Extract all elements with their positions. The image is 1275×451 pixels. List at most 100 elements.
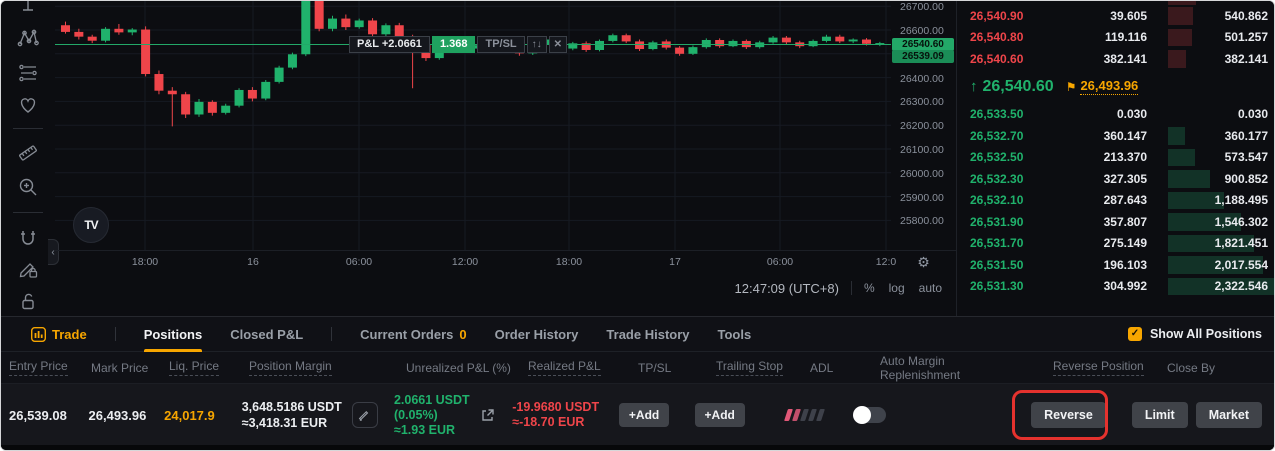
- column-header-entry-price[interactable]: Entry Price: [9, 359, 91, 376]
- candlestick-chart[interactable]: [55, 1, 891, 251]
- chart-footer: 12:47:09 (UTC+8) % log auto: [55, 275, 956, 301]
- price-tick: 26600.00: [900, 25, 944, 37]
- close-market-button[interactable]: Market: [1195, 401, 1262, 429]
- log-scale-button[interactable]: log: [888, 281, 905, 295]
- orderbook-mark-price[interactable]: 26,493.96: [1080, 78, 1139, 95]
- ob-total: 382.141: [1224, 51, 1268, 66]
- zoom-in-icon[interactable]: [16, 175, 40, 199]
- adl-bar: [783, 409, 793, 421]
- column-header-close-by: Close By: [1167, 360, 1216, 375]
- auto-margin-toggle[interactable]: [852, 406, 886, 424]
- tab-label: Trade: [52, 326, 87, 342]
- column-header-unrealized-p-l-: Unrealized P&L (%): [406, 360, 511, 375]
- tab-trade-history[interactable]: Trade History: [606, 317, 689, 352]
- pnl-value: P&L +2.0661: [349, 36, 430, 53]
- column-header-reverse-position[interactable]: Reverse Position: [1025, 359, 1167, 376]
- ruler-measure-icon[interactable]: [16, 141, 40, 165]
- axis-settings-corner[interactable]: ⚙: [891, 252, 956, 273]
- tab-label: Closed P&L: [230, 326, 304, 342]
- tab-positions[interactable]: Positions: [143, 317, 203, 352]
- orderbook-last-price: 26,540.60: [982, 77, 1054, 95]
- trailing-stop-add-button[interactable]: +Add: [694, 403, 745, 427]
- ob-size: 357.807: [1103, 214, 1147, 229]
- ob-price: 26,540.90: [970, 8, 1024, 23]
- time-tick: 18:00: [555, 256, 583, 268]
- tpsl-button[interactable]: TP/SL: [477, 36, 525, 53]
- candlestick-chart-area[interactable]: P&L +2.0661 1.368 TP/SL ↑↓ ✕ TV: [55, 1, 891, 251]
- reverse-position-button[interactable]: Reverse: [1031, 401, 1106, 429]
- ob-price: 26,532.10: [970, 193, 1024, 208]
- edit-margin-button[interactable]: [351, 402, 378, 428]
- orderbook-ask-row[interactable]: 26,540.90 39.605 540.862: [957, 5, 1274, 27]
- toolbar-collapse-handle[interactable]: ‹: [48, 239, 59, 265]
- unlock-icon[interactable]: [16, 289, 40, 313]
- orderbook-bid-row[interactable]: 26,532.10 287.643 1,188.495: [957, 190, 1274, 212]
- column-header-position-margin[interactable]: Position Margin: [249, 359, 406, 376]
- tab-tools[interactable]: Tools: [718, 317, 752, 352]
- liq-price-value: 24,017.9: [164, 407, 215, 423]
- tab-closed-pnl[interactable]: Closed P&L: [230, 317, 303, 352]
- orderbook-bid-row[interactable]: 26,533.50 0.030 0.030: [957, 104, 1274, 126]
- unrealized-pnl-value: 2.0661 USDT (0.05%) ≈1.93 EUR: [393, 392, 470, 437]
- close-position-icon[interactable]: ✕: [548, 36, 568, 53]
- show-all-positions-toggle[interactable]: ✓ Show All Positions: [1127, 327, 1274, 341]
- positions-tab-bar: Trade Positions Closed P&L Current Order…: [1, 317, 1274, 352]
- time-tick: 18:00: [131, 256, 159, 268]
- orderbook-bid-row[interactable]: 26,531.50 196.103 2,017.554: [957, 254, 1274, 276]
- bottom-strip: [1, 445, 1274, 450]
- ob-size: 304.992: [1103, 279, 1147, 294]
- column-header-mark-price: Mark Price: [91, 360, 149, 375]
- time-tick: 16: [247, 256, 259, 268]
- tab-label: Positions: [143, 326, 203, 342]
- depth-bar: [1168, 7, 1194, 25]
- time-axis[interactable]: 18:00 16 06:00 12:00 18:00 17 06:00 12:0: [55, 252, 896, 273]
- orderbook-bid-row[interactable]: 26,532.70 360.147 360.177: [957, 125, 1274, 147]
- depth-bar: [1168, 148, 1195, 166]
- xabcd-pattern-icon[interactable]: [16, 27, 40, 51]
- ob-size: 0.030: [1116, 107, 1147, 122]
- close-limit-button[interactable]: Limit: [1131, 401, 1188, 429]
- forecast-tool-icon[interactable]: [16, 61, 40, 85]
- tab-trade[interactable]: Trade: [31, 317, 87, 352]
- orderbook-bid-row[interactable]: 26,531.30 304.992 2,322.546: [957, 276, 1274, 298]
- price-tick: 26100.00: [900, 144, 944, 156]
- orderbook-ask-row[interactable]: 26,540.60 382.141 382.141: [957, 48, 1274, 70]
- column-header-trailing-stop[interactable]: Trailing Stop: [716, 359, 810, 376]
- gear-icon[interactable]: ⚙: [917, 254, 930, 270]
- column-header-realized-p-l[interactable]: Realized P&L: [528, 359, 638, 376]
- tv-logo-text: TV: [84, 218, 98, 232]
- lock-drawings-pencil-icon[interactable]: [16, 257, 40, 281]
- orderbook-bid-row[interactable]: 26,531.90 357.807 1,546.302: [957, 211, 1274, 233]
- trade-chart-icon: [31, 326, 46, 342]
- percent-scale-button[interactable]: %: [863, 281, 875, 295]
- favorites-heart-icon[interactable]: [16, 93, 40, 117]
- orderbook-bid-row[interactable]: 26,531.70 275.149 1,821.451: [957, 233, 1274, 255]
- session-clock[interactable]: 12:47:09 (UTC+8): [734, 280, 839, 296]
- orderbook-ask-row[interactable]: 26,540.80 119.116 501.257: [957, 27, 1274, 49]
- tab-order-history[interactable]: Order History: [495, 317, 579, 352]
- tab-label: Trade History: [606, 326, 690, 342]
- orderbook-bid-row[interactable]: 26,532.50 213.370 573.547: [957, 147, 1274, 169]
- orderbook-spread-row: ↑ 26,540.60 ⚑ 26,493.96: [957, 72, 1274, 102]
- column-header-liq-price[interactable]: Liq. Price: [169, 359, 249, 376]
- position-pnl-tooltip[interactable]: P&L +2.0661 1.368 TP/SL ↑↓ ✕: [349, 36, 568, 53]
- depth-bar: [1168, 28, 1192, 46]
- position-margin-value: 3,648.5186 USDT ≈3,418.31 EUR: [241, 400, 342, 430]
- magnet-icon[interactable]: [16, 227, 40, 251]
- depth-bar: [1168, 191, 1224, 209]
- share-pnl-button[interactable]: [480, 408, 495, 423]
- ob-price: 26,531.30: [970, 279, 1024, 294]
- cross-line-tool-icon[interactable]: [16, 1, 40, 17]
- reverse-arrows-icon[interactable]: ↑↓: [526, 36, 547, 53]
- tab-current-orders[interactable]: Current Orders 0: [360, 317, 466, 352]
- ob-price: 26,531.70: [970, 236, 1024, 251]
- orderbook-bid-row[interactable]: 26,532.30 327.305 900.852: [957, 168, 1274, 190]
- ob-total: 1,821.451: [1214, 236, 1268, 251]
- auto-scale-button[interactable]: auto: [918, 281, 942, 295]
- price-axis[interactable]: 26700.00 26600.00 26400.00 26300.00 26200.00…: [891, 1, 956, 251]
- tradingview-logo[interactable]: TV: [73, 207, 109, 243]
- ob-size: 196.103: [1103, 257, 1147, 272]
- price-tick: 26700.00: [900, 1, 944, 14]
- ob-price: 26,531.90: [970, 214, 1024, 229]
- tpsl-add-button[interactable]: +Add: [618, 403, 670, 427]
